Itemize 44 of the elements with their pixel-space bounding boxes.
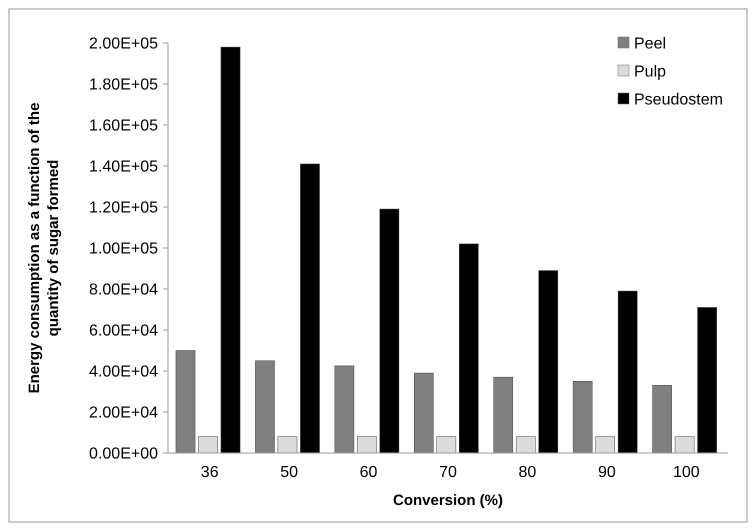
bar (459, 244, 479, 454)
bar (538, 270, 558, 454)
x-tick-label: 90 (598, 464, 616, 481)
bar (380, 208, 400, 454)
bar (334, 366, 354, 454)
y-tick-label: 1.40E+05 (89, 158, 158, 176)
x-tick-label: 80 (518, 464, 536, 481)
x-tick-label: 36 (200, 464, 219, 481)
x-tick-label: 50 (280, 464, 298, 481)
bar (516, 436, 536, 454)
bar (357, 436, 377, 454)
x-tick-label: 70 (439, 464, 457, 481)
legend-label: Peel (634, 36, 666, 53)
y-tick-label: 8.00E+04 (89, 282, 158, 299)
bar (436, 436, 456, 454)
x-tick-label: 100 (672, 464, 700, 481)
y-tick-label: 1.60E+05 (89, 118, 158, 135)
y-tick-label: 1.80E+05 (89, 76, 158, 94)
y-tick-label: 2.00E+04 (89, 404, 158, 422)
y-tick-label: 2.00E+05 (89, 36, 158, 53)
y-tick-label: 1.20E+05 (89, 200, 158, 217)
bar (652, 385, 672, 454)
bar (572, 381, 592, 454)
bar (176, 350, 196, 454)
y-tick-label: 0.00E+00 (89, 446, 158, 463)
bar (198, 436, 218, 454)
y-tick-label: 1.00E+05 (89, 240, 158, 258)
legend-label: Pulp (634, 64, 666, 81)
bar (595, 436, 615, 454)
bar (300, 164, 320, 454)
bar (674, 436, 694, 454)
bar (278, 436, 298, 454)
y-axis-title: Energy consumption as a function of the quantity of sugar formed (26, 102, 62, 394)
bar (618, 290, 638, 454)
legend-label: Pseudostem (634, 92, 723, 109)
bar (414, 372, 434, 454)
x-tick-label: 60 (360, 464, 378, 481)
y-tick-label: 4.00E+04 (89, 364, 158, 381)
bar (493, 376, 514, 454)
bar (697, 307, 717, 454)
x-axis-title: Conversion (%) (392, 492, 504, 509)
bar (255, 360, 275, 454)
bar (220, 46, 240, 454)
y-tick-label: 6.00E+04 (89, 322, 158, 340)
